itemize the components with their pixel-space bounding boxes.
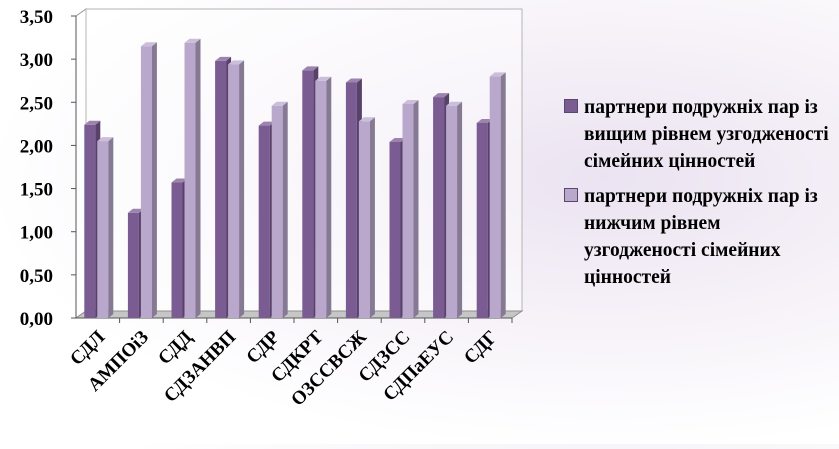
bar-сдкрт-series-2 xyxy=(315,76,332,318)
bar-сдл-series-2 xyxy=(97,137,114,318)
y-tick-label: 0,50 xyxy=(20,266,53,287)
bar-ампоіз-series-2 xyxy=(140,42,157,318)
y-tick-label: 2,50 xyxy=(20,93,53,114)
x-tick-label: СДГ xyxy=(460,327,502,369)
legend: партнери подружніх пар із вищим рівнем у… xyxy=(562,94,834,299)
legend-swatch-series-2 xyxy=(564,188,578,202)
bar-сдзанвп-series-2 xyxy=(228,60,245,318)
bar-сдр-series-2 xyxy=(271,101,288,318)
y-tick-label: 2,00 xyxy=(20,136,53,157)
bar-сдд-series-2 xyxy=(184,38,201,319)
bar-сдзсс-series-2 xyxy=(402,100,419,318)
y-tick-label: 1,50 xyxy=(20,180,53,201)
y-tick-label: 3,00 xyxy=(20,50,53,71)
legend-label-series-1: партнери подружніх пар із вищим рівнем у… xyxy=(584,97,829,172)
legend-swatch-series-1 xyxy=(564,99,578,113)
legend-item-series-2: партнери подружніх пар із нижчим рівнем … xyxy=(562,183,834,291)
bar-озссвсж-series-2 xyxy=(358,117,375,318)
y-tick-label: 0,00 xyxy=(20,309,53,330)
y-tick-label: 1,00 xyxy=(20,223,53,244)
bar-сдг-series-2 xyxy=(489,72,506,319)
legend-label-series-2: партнери подружніх пар із нижчим рівнем … xyxy=(584,186,818,288)
legend-item-series-1: партнери подружніх пар із вищим рівнем у… xyxy=(562,94,834,175)
y-tick-label: 3,50 xyxy=(20,7,53,28)
bar-сдпаеус-series-2 xyxy=(446,101,463,318)
